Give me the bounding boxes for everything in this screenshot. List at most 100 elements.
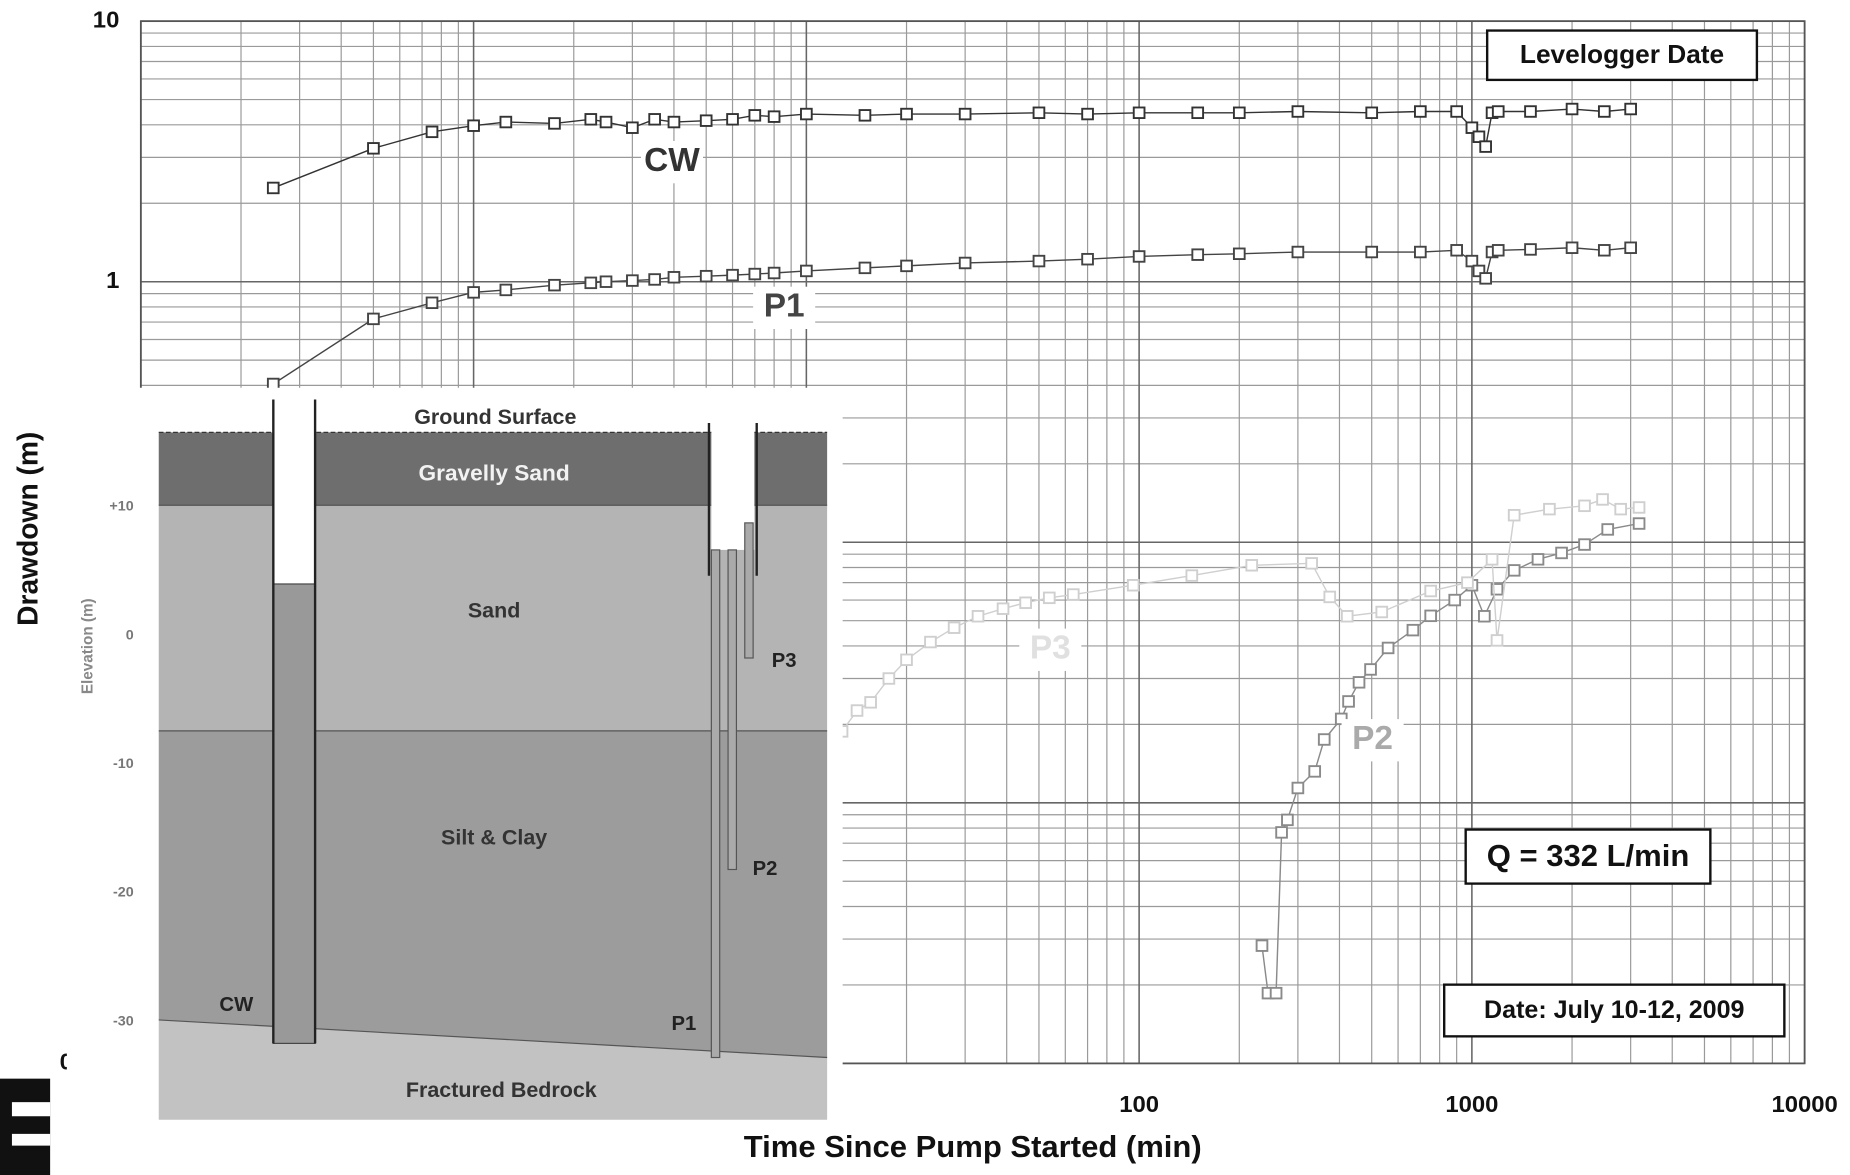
series-line — [841, 498, 1640, 732]
data-point — [1305, 557, 1318, 570]
data-point — [767, 110, 781, 123]
data-point — [1317, 733, 1331, 746]
data-point — [1191, 248, 1205, 261]
data-point — [958, 107, 972, 121]
data-point — [864, 696, 877, 709]
data-point — [1291, 105, 1305, 118]
series-label-bg — [1019, 628, 1082, 671]
data-point — [367, 312, 380, 326]
data-point — [1066, 588, 1080, 601]
data-point — [1019, 596, 1032, 609]
logo-cut — [11, 1133, 51, 1146]
data-point — [1132, 106, 1146, 119]
data-point — [1461, 576, 1474, 589]
data-point — [599, 275, 613, 288]
data-point — [1478, 610, 1491, 623]
layer-bedrock — [158, 1019, 828, 1120]
y-axis-label: Drawdown (m) — [12, 432, 44, 626]
data-point — [626, 274, 639, 287]
data-point — [900, 653, 913, 667]
data-point — [1524, 105, 1537, 118]
data-point — [996, 602, 1010, 615]
data-point — [1601, 523, 1615, 536]
data-point — [858, 109, 872, 122]
y-tick-label: 10 — [93, 8, 120, 34]
series-label-bg — [640, 141, 703, 184]
data-point — [599, 115, 613, 129]
data-point — [1342, 695, 1355, 708]
data-point — [467, 119, 480, 132]
x-tick-label: 1000 — [1445, 1092, 1498, 1118]
data-point — [882, 672, 896, 685]
data-point — [648, 273, 661, 286]
data-point — [800, 107, 813, 121]
data-point — [1597, 244, 1611, 257]
data-point — [726, 113, 739, 126]
data-point — [800, 264, 813, 278]
cw-casing — [273, 399, 316, 584]
elevation-tick-label: -30 — [113, 1013, 134, 1029]
data-point — [1543, 502, 1556, 516]
logo-block — [0, 1078, 51, 1175]
data-point — [1232, 106, 1246, 119]
data-point — [1334, 712, 1348, 726]
data-point — [1185, 569, 1199, 582]
data-point — [1323, 590, 1337, 604]
data-point — [1291, 245, 1305, 259]
y-tick-label: 1 — [106, 268, 119, 294]
x-axis-label: Time Since Pump Started (min) — [744, 1129, 1202, 1164]
elevation-tick-label: -10 — [113, 756, 134, 772]
data-point — [1465, 254, 1479, 268]
data-point — [1424, 609, 1438, 623]
annotation: Date: July 10-12, 2009 — [1484, 996, 1744, 1024]
data-point — [1555, 546, 1568, 560]
series-label-bg — [753, 286, 816, 329]
data-point — [667, 271, 681, 284]
layer-silt-clay — [158, 730, 828, 1058]
data-point — [1308, 765, 1322, 778]
data-point — [1375, 605, 1389, 619]
elevation-label: Elevation (m) — [79, 598, 96, 694]
data-point — [1578, 499, 1591, 513]
data-point — [584, 276, 598, 290]
data-point — [1448, 593, 1462, 607]
data-point — [947, 621, 961, 634]
data-point — [367, 142, 380, 155]
layer-label: Fractured Bedrock — [406, 1078, 597, 1102]
data-point — [1081, 252, 1094, 266]
logo — [0, 1078, 51, 1175]
inset-diagram: Ground Surface Gravelly Sand Sand Silt &… — [79, 399, 828, 1120]
annotation: Levelogger Date — [1520, 39, 1724, 69]
elevation-tick-label: 0 — [126, 627, 134, 643]
data-point — [1472, 130, 1486, 143]
data-point — [726, 268, 739, 282]
logo-cut — [11, 1102, 51, 1117]
data-point — [266, 377, 280, 391]
data-point — [1614, 502, 1628, 516]
x-tick-label: 100 — [1119, 1092, 1159, 1118]
data-point — [1414, 105, 1427, 118]
data-point — [1596, 493, 1609, 506]
data-point — [858, 261, 872, 275]
data-point — [467, 286, 480, 299]
layer-label: Silt & Clay — [441, 826, 547, 850]
piezometer-p3 — [744, 522, 754, 659]
data-point — [1485, 553, 1499, 566]
data-point — [425, 125, 439, 139]
data-point — [499, 115, 513, 129]
data-point — [748, 109, 762, 122]
data-point — [1531, 553, 1545, 566]
data-point — [971, 610, 985, 623]
elevation-tick-label: -20 — [113, 885, 134, 901]
well-label: P1 — [671, 1013, 696, 1035]
data-point — [1597, 105, 1611, 118]
data-point — [1352, 676, 1366, 689]
data-point — [1245, 559, 1259, 572]
layer-label: Gravelly Sand — [419, 461, 570, 486]
piezometer-p2 — [727, 549, 738, 871]
data-point — [1032, 254, 1046, 268]
data-point — [1632, 517, 1646, 530]
data-point — [1472, 264, 1486, 278]
annotation-box — [1464, 828, 1712, 885]
data-point — [1406, 623, 1420, 637]
